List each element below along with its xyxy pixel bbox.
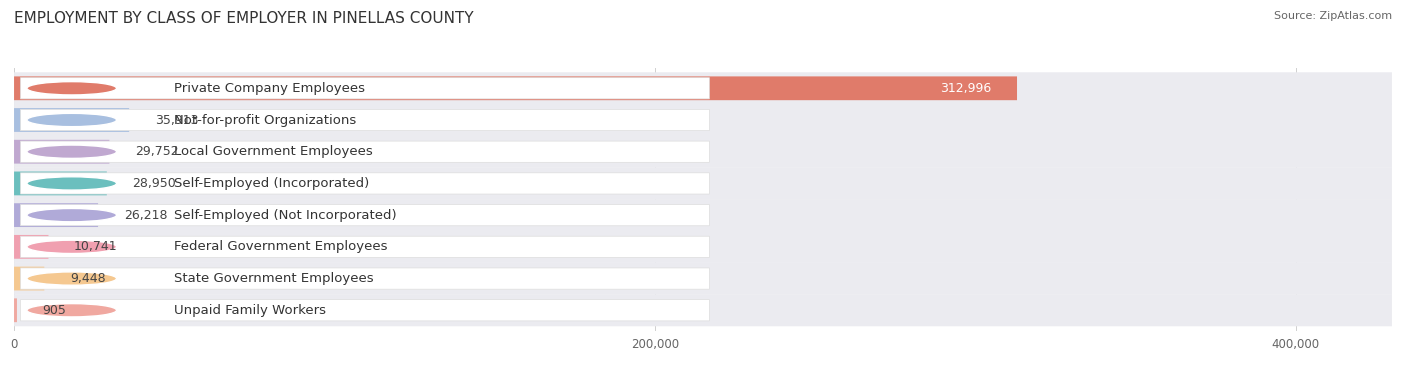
- Text: 10,741: 10,741: [75, 240, 118, 253]
- Ellipse shape: [27, 303, 117, 317]
- FancyBboxPatch shape: [14, 262, 1392, 294]
- Text: EMPLOYMENT BY CLASS OF EMPLOYER IN PINELLAS COUNTY: EMPLOYMENT BY CLASS OF EMPLOYER IN PINEL…: [14, 11, 474, 26]
- Ellipse shape: [27, 272, 117, 285]
- FancyBboxPatch shape: [21, 236, 710, 258]
- Ellipse shape: [27, 208, 117, 222]
- FancyBboxPatch shape: [14, 76, 1017, 100]
- Text: Unpaid Family Workers: Unpaid Family Workers: [174, 304, 326, 317]
- Ellipse shape: [27, 145, 117, 158]
- FancyBboxPatch shape: [14, 267, 45, 290]
- FancyBboxPatch shape: [14, 203, 98, 227]
- Text: Not-for-profit Organizations: Not-for-profit Organizations: [174, 114, 357, 126]
- FancyBboxPatch shape: [21, 173, 710, 194]
- Text: Private Company Employees: Private Company Employees: [174, 82, 366, 95]
- FancyBboxPatch shape: [14, 167, 1392, 199]
- FancyBboxPatch shape: [14, 231, 1392, 263]
- Text: 312,996: 312,996: [941, 82, 991, 95]
- FancyBboxPatch shape: [21, 109, 710, 130]
- Text: Federal Government Employees: Federal Government Employees: [174, 240, 388, 253]
- FancyBboxPatch shape: [14, 140, 110, 164]
- FancyBboxPatch shape: [21, 141, 710, 162]
- FancyBboxPatch shape: [21, 268, 710, 289]
- Ellipse shape: [27, 177, 117, 190]
- FancyBboxPatch shape: [14, 199, 1392, 231]
- Text: 35,913: 35,913: [155, 114, 198, 126]
- Text: Self-Employed (Not Incorporated): Self-Employed (Not Incorporated): [174, 209, 396, 221]
- Text: State Government Employees: State Government Employees: [174, 272, 374, 285]
- FancyBboxPatch shape: [21, 205, 710, 226]
- FancyBboxPatch shape: [21, 78, 710, 99]
- Text: Self-Employed (Incorporated): Self-Employed (Incorporated): [174, 177, 370, 190]
- Text: 29,752: 29,752: [135, 145, 179, 158]
- Text: Local Government Employees: Local Government Employees: [174, 145, 373, 158]
- Ellipse shape: [27, 240, 117, 253]
- FancyBboxPatch shape: [14, 108, 129, 132]
- Text: 26,218: 26,218: [124, 209, 167, 221]
- FancyBboxPatch shape: [14, 294, 1392, 326]
- Text: 9,448: 9,448: [70, 272, 105, 285]
- FancyBboxPatch shape: [14, 299, 17, 322]
- FancyBboxPatch shape: [14, 104, 1392, 136]
- Ellipse shape: [27, 82, 117, 95]
- FancyBboxPatch shape: [14, 72, 1392, 104]
- FancyBboxPatch shape: [14, 136, 1392, 168]
- FancyBboxPatch shape: [21, 300, 710, 321]
- Text: 28,950: 28,950: [132, 177, 176, 190]
- Text: 905: 905: [42, 304, 66, 317]
- FancyBboxPatch shape: [14, 235, 48, 259]
- Ellipse shape: [27, 113, 117, 127]
- Text: Source: ZipAtlas.com: Source: ZipAtlas.com: [1274, 11, 1392, 21]
- FancyBboxPatch shape: [14, 171, 107, 195]
